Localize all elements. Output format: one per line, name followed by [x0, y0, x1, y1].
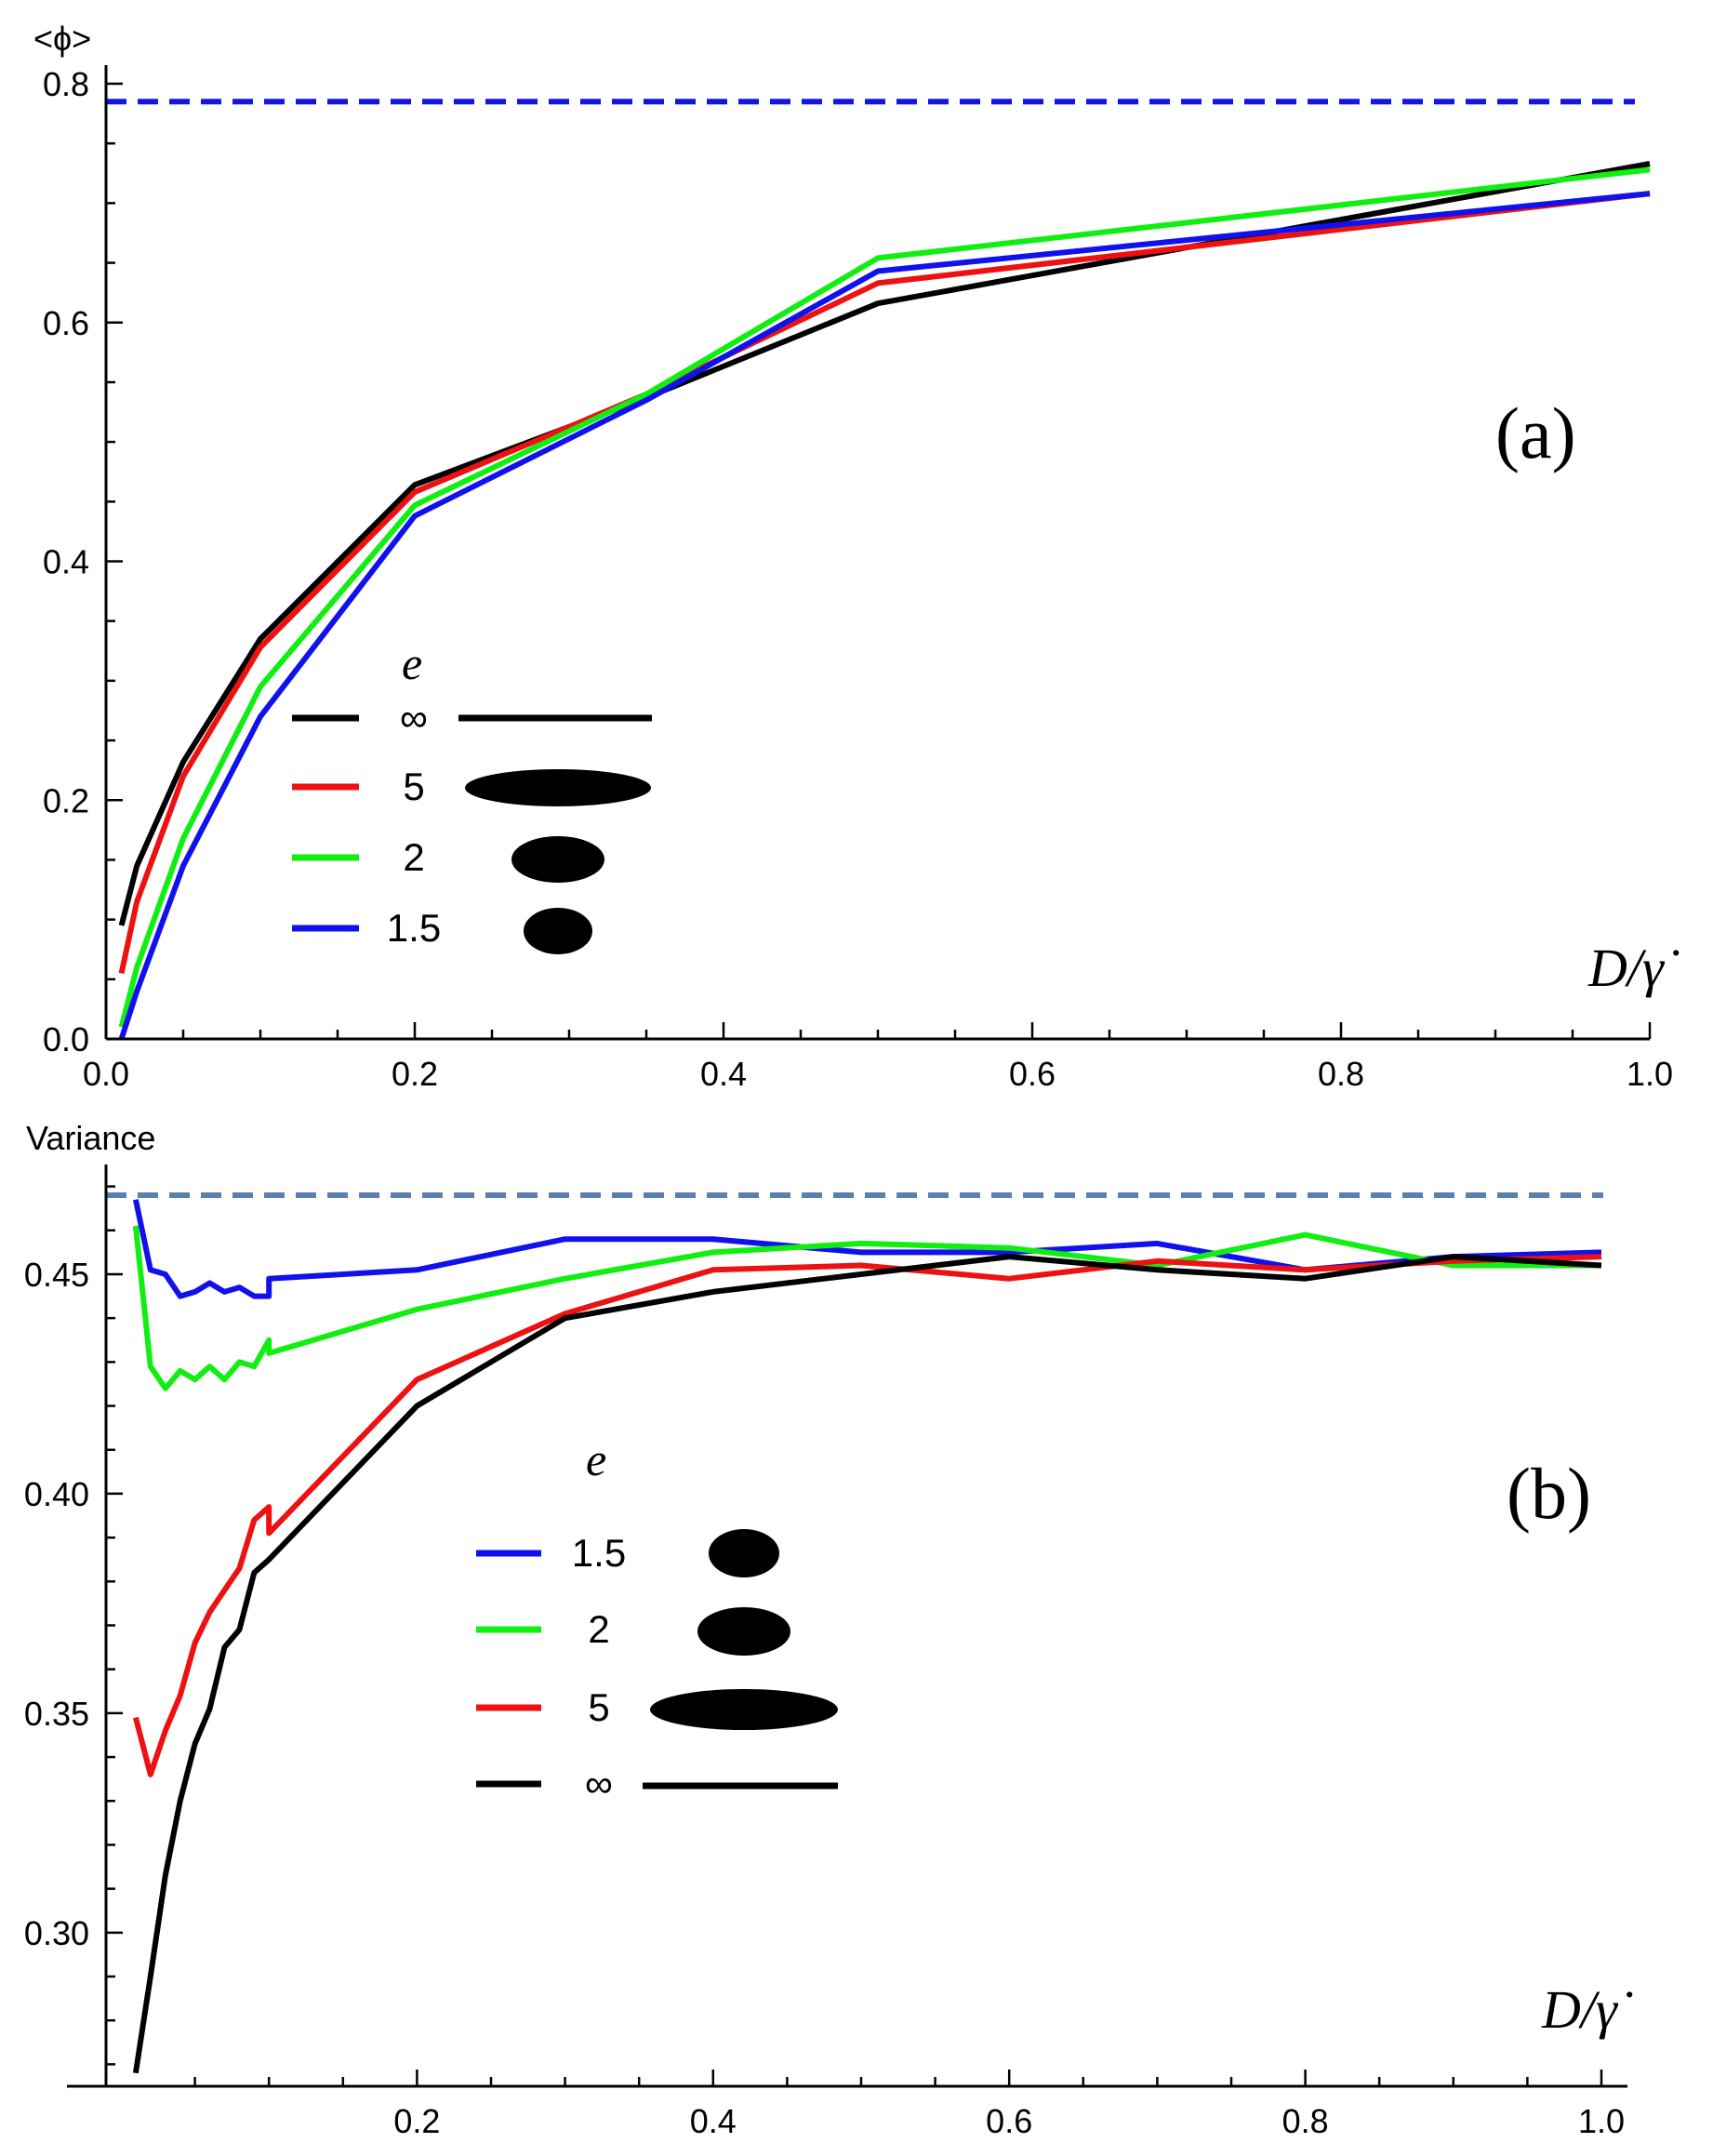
legend-shape-b-1-5	[709, 1529, 779, 1577]
panel-label-a: (a)	[1495, 393, 1576, 473]
y-tick-label-b: 0.35	[24, 1695, 89, 1733]
legend-shape-a-1-5	[524, 908, 592, 954]
series-a-5	[118, 191, 1651, 975]
legend-label-b-1-5: 1.5	[572, 1531, 626, 1575]
y-tick-label-b: 0.40	[24, 1475, 89, 1513]
x-tick-label-a: 0.2	[392, 1055, 438, 1093]
panel-a: <ϕ> 0.0 0.2 0.4 0.6 0.8 1.0 0.0 0.2 0.4 0.6 0.8 (…	[33, 20, 1680, 1093]
x-tick-label-a: 0.0	[83, 1055, 129, 1093]
xlabel-b: D/γ̇	[1541, 1979, 1633, 2040]
ylabel-a: <ϕ>	[33, 20, 91, 58]
y-tick-label-a: 0.6	[43, 304, 89, 342]
x-ticks-b: 0.2 0.4 0.6 0.8 1.0	[193, 2069, 1625, 2140]
legend-title-a: e	[402, 637, 422, 689]
x-tick-label-a: 0.4	[700, 1055, 747, 1093]
y-tick-label-a: 0.0	[43, 1020, 89, 1058]
legend-label-a-inf: ∞	[400, 696, 428, 739]
x-tick-label-a: 1.0	[1627, 1055, 1673, 1093]
panel-label-b: (b)	[1507, 1453, 1591, 1534]
legend-shape-a-2	[511, 836, 604, 883]
x-tick-label-b: 1.0	[1578, 2102, 1625, 2140]
series-a-2	[118, 166, 1651, 1028]
series-a-inf	[118, 161, 1651, 926]
x-tick-label-b: 0.6	[986, 2102, 1032, 2140]
series-a-1-5	[118, 191, 1651, 1040]
y-tick-label-a: 0.8	[43, 65, 89, 103]
legend-shape-b-5	[650, 1689, 838, 1730]
x-tick-label-a: 0.8	[1318, 1055, 1364, 1093]
x-tick-label-a: 0.6	[1009, 1055, 1056, 1093]
legend-label-b-inf: ∞	[585, 1762, 613, 1805]
legend-a: e ∞ 5 2 1.5	[292, 637, 652, 954]
ylabel-b: Variance	[26, 1119, 155, 1157]
series-b-5	[132, 1254, 1602, 1777]
y-ticks-a: 0.0 0.2 0.4 0.6 0.8	[43, 65, 123, 1058]
series-group-b	[132, 1199, 1602, 2074]
legend-b: e 1.5 2 5 ∞	[476, 1433, 838, 1805]
x-tick-label-b: 0.4	[690, 2102, 737, 2140]
legend-label-a-5: 5	[403, 765, 424, 808]
legend-shape-b-2	[697, 1607, 790, 1656]
y-tick-label-a: 0.2	[43, 781, 89, 819]
legend-label-a-1-5: 1.5	[387, 906, 441, 950]
y-tick-label-b: 0.30	[24, 1914, 89, 1952]
legend-label-b-2: 2	[588, 1607, 609, 1651]
x-ticks-a: 0.0 0.2 0.4 0.6 0.8 1.0	[83, 1022, 1673, 1093]
xlabel-a: D/γ̇	[1587, 938, 1680, 998]
series-b-inf	[132, 1254, 1602, 2074]
legend-label-b-5: 5	[588, 1685, 609, 1729]
series-b-1-5	[132, 1199, 1602, 1299]
legend-label-a-2: 2	[403, 835, 424, 879]
series-group-a	[118, 161, 1651, 1040]
legend-title-b: e	[586, 1433, 606, 1485]
panel-b: Variance 0.2 0.4 0.6 0.8 1.0 0.30 0.35 0.40 0.4…	[24, 1119, 1633, 2140]
y-tick-label-b: 0.45	[24, 1256, 89, 1294]
y-tick-label-a: 0.4	[43, 543, 89, 581]
legend-shape-a-5	[465, 769, 651, 806]
y-ticks-b: 0.30 0.35 0.40 0.45	[24, 1185, 123, 2066]
x-tick-label-b: 0.8	[1282, 2102, 1329, 2140]
x-tick-label-b: 0.2	[393, 2102, 440, 2140]
